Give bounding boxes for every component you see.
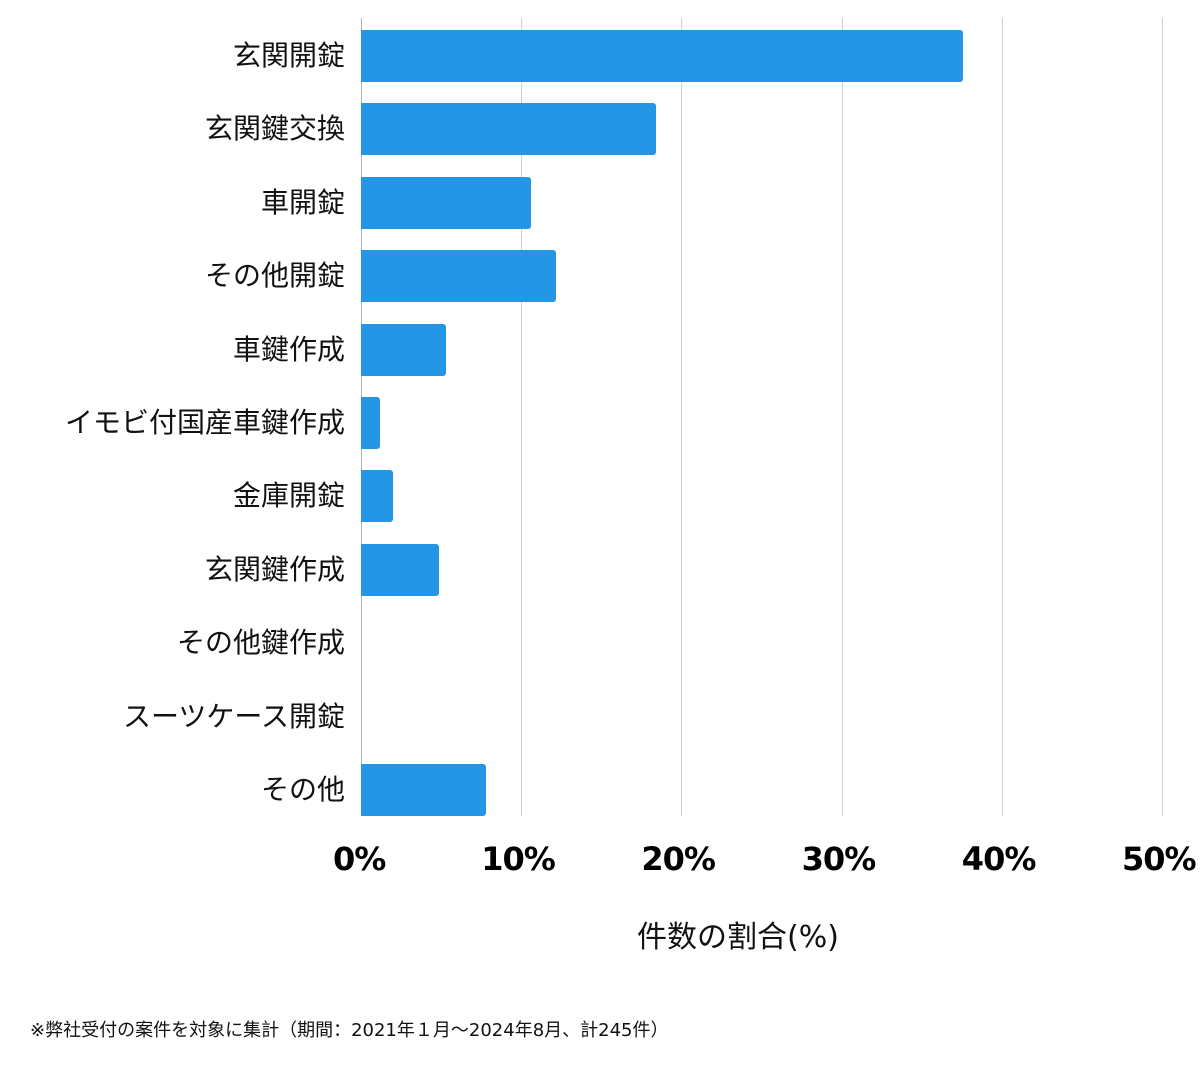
gridline: [841, 18, 843, 816]
x-tick-label: 20%: [641, 840, 716, 878]
x-tick-label: 30%: [801, 840, 877, 878]
bar: [361, 103, 656, 156]
bar: [361, 30, 964, 82]
category-label: スーツケース開錠: [122, 699, 345, 733]
gridline: [1162, 18, 1163, 816]
bar: [361, 176, 531, 229]
category-label: その他鍵作成: [176, 626, 345, 660]
x-axis-title: 件数の割合(%): [637, 920, 839, 955]
x-tick-label: 40%: [961, 840, 1037, 878]
category-label: 車開錠: [260, 185, 345, 219]
gridline: [681, 18, 683, 816]
gridline: [521, 18, 523, 816]
bar: [361, 764, 486, 816]
x-tick-label: 50%: [1122, 840, 1197, 878]
bar: [361, 323, 446, 376]
bar: [361, 470, 394, 523]
category-label: 玄関鍵作成: [204, 552, 345, 586]
category-label: その他: [260, 773, 345, 806]
category-label: 金庫開錠: [232, 479, 345, 513]
category-label: 玄関開錠: [232, 39, 345, 72]
bar: [361, 543, 440, 596]
bar: [361, 397, 381, 449]
x-tick-label: 10%: [481, 840, 556, 878]
footnote: ※弊社受付の案件を対象に集計（期間：2021年１月〜2024年8月、計245件）: [30, 1020, 669, 1041]
x-tick-label: 0%: [333, 840, 386, 878]
gridline: [1001, 18, 1003, 816]
category-label: 玄関鍵交換: [204, 112, 345, 146]
horizontal-bar-chart: 玄関開錠玄関鍵交換車開錠その他開錠車鍵作成イモビ付国産車鍵作成金庫開錠玄関鍵作成…: [64, 18, 1197, 955]
category-label: イモビ付国産車鍵作成: [64, 406, 345, 439]
category-label: その他開錠: [204, 259, 345, 293]
bar: [361, 250, 557, 303]
category-label: 車鍵作成: [232, 332, 345, 366]
